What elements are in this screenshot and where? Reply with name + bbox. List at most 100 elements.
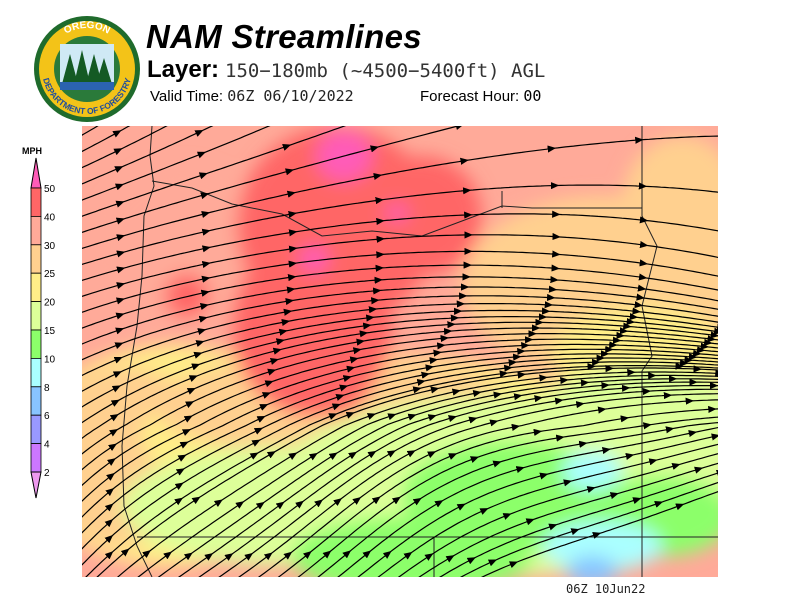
flow-arrow: [620, 415, 630, 423]
legend-swatch: [30, 414, 42, 445]
legend-label: 8: [44, 383, 50, 394]
streamline: [277, 408, 718, 577]
flow-arrow: [269, 357, 279, 365]
layer-label: Layer:: [147, 56, 220, 83]
flow-arrow: [109, 413, 119, 422]
flow-arrow: [508, 561, 519, 569]
wind-speed-region: [385, 205, 409, 221]
streamline: [418, 462, 718, 577]
flow-arrow: [177, 454, 187, 462]
streamline: [82, 295, 718, 377]
flow-arrow: [328, 452, 338, 461]
flow-arrow: [113, 356, 123, 364]
legend-swatch: [30, 187, 42, 217]
flow-arrow: [427, 451, 437, 459]
flow-arrow: [110, 399, 120, 407]
flow-arrow: [451, 388, 461, 396]
flow-arrow: [201, 245, 211, 253]
flow-arrow: [275, 501, 285, 510]
flow-arrow: [115, 217, 125, 225]
oregon-washington-border: [151, 180, 642, 237]
flow-arrow: [194, 130, 204, 137]
flow-arrow: [113, 148, 123, 156]
flow-arrow: [111, 385, 121, 393]
flow-arrow: [407, 413, 417, 421]
streamline: [82, 316, 718, 424]
flow-arrow: [114, 183, 125, 191]
flow-arrow: [287, 274, 297, 282]
forecast-value: 00: [523, 87, 542, 105]
color-legend: 50 40 30 25 20 15 10 8 6 4 2: [30, 157, 56, 499]
streamline: [82, 264, 718, 329]
flow-arrow: [492, 460, 502, 468]
flow-arrow: [339, 384, 349, 392]
flow-arrow: [116, 234, 126, 242]
flow-arrow: [251, 439, 261, 447]
legend-label: 6: [44, 411, 50, 422]
flow-arrow: [314, 499, 324, 508]
flow-arrow: [430, 386, 440, 394]
flow-arrow: [104, 503, 114, 512]
streamline: [82, 353, 718, 534]
flow-arrow: [213, 499, 223, 508]
flow-arrow: [625, 452, 635, 460]
flow-arrow: [502, 513, 512, 520]
flow-arrow: [200, 289, 210, 297]
flow-arrow: [142, 550, 151, 559]
flow-arrow: [295, 500, 304, 509]
flow-arrow: [302, 551, 312, 560]
flow-arrow: [345, 411, 355, 419]
layer-info: Layer: 150−180mb (~4500−5400ft) AGL: [147, 56, 545, 84]
flow-arrow: [196, 151, 207, 159]
flow-arrow: [282, 144, 292, 151]
legend-unit: MPH: [22, 146, 42, 156]
legend-label: 2: [44, 468, 50, 479]
flow-arrow: [328, 413, 338, 420]
legend-arrow-bottom: [30, 471, 42, 499]
flow-arrow: [433, 349, 442, 357]
flow-arrow: [272, 347, 282, 355]
flow-arrow: [515, 466, 525, 474]
flow-arrow: [609, 492, 619, 500]
flow-arrow: [386, 450, 396, 458]
legend-swatch: [30, 329, 42, 359]
flow-arrow: [256, 415, 266, 423]
flow-arrow: [466, 557, 476, 565]
flow-arrow: [342, 375, 352, 383]
legend-label: 30: [44, 241, 56, 252]
flow-arrow: [578, 440, 588, 448]
forecast-label: Forecast Hour:: [420, 88, 520, 105]
flow-arrow: [253, 427, 264, 435]
flow-arrow: [456, 503, 466, 511]
flow-arrow: [403, 551, 413, 560]
flow-arrow: [425, 364, 435, 372]
forecast-hour: Forecast Hour: 00: [420, 87, 541, 105]
flow-arrow: [266, 451, 276, 459]
wind-speed-region: [292, 336, 372, 416]
flow-arrow: [469, 456, 480, 464]
streamline: [82, 286, 718, 361]
streamline: [82, 126, 347, 217]
streamline: [82, 361, 718, 566]
flow-arrow: [563, 479, 573, 487]
flow-arrow: [278, 328, 288, 336]
legend-swatch: [30, 215, 42, 246]
flow-arrow: [429, 357, 439, 365]
streamline: [257, 399, 718, 577]
streamline: [137, 374, 718, 577]
flow-arrow: [193, 351, 203, 359]
flow-arrow: [369, 145, 379, 153]
flow-arrow: [362, 322, 372, 330]
valid-value: 06Z 06/10/2022: [227, 87, 354, 105]
flow-arrow: [586, 486, 596, 494]
flow-arrow: [288, 245, 298, 253]
streamline: [82, 135, 718, 250]
flow-arrow: [601, 446, 611, 455]
flow-arrow: [511, 423, 521, 431]
flow-arrow: [288, 260, 298, 268]
flow-arrow: [288, 229, 298, 237]
legend-swatch: [30, 386, 42, 416]
flow-arrow: [416, 378, 426, 386]
flow-arrow: [204, 553, 214, 561]
flow-arrow: [200, 192, 210, 200]
